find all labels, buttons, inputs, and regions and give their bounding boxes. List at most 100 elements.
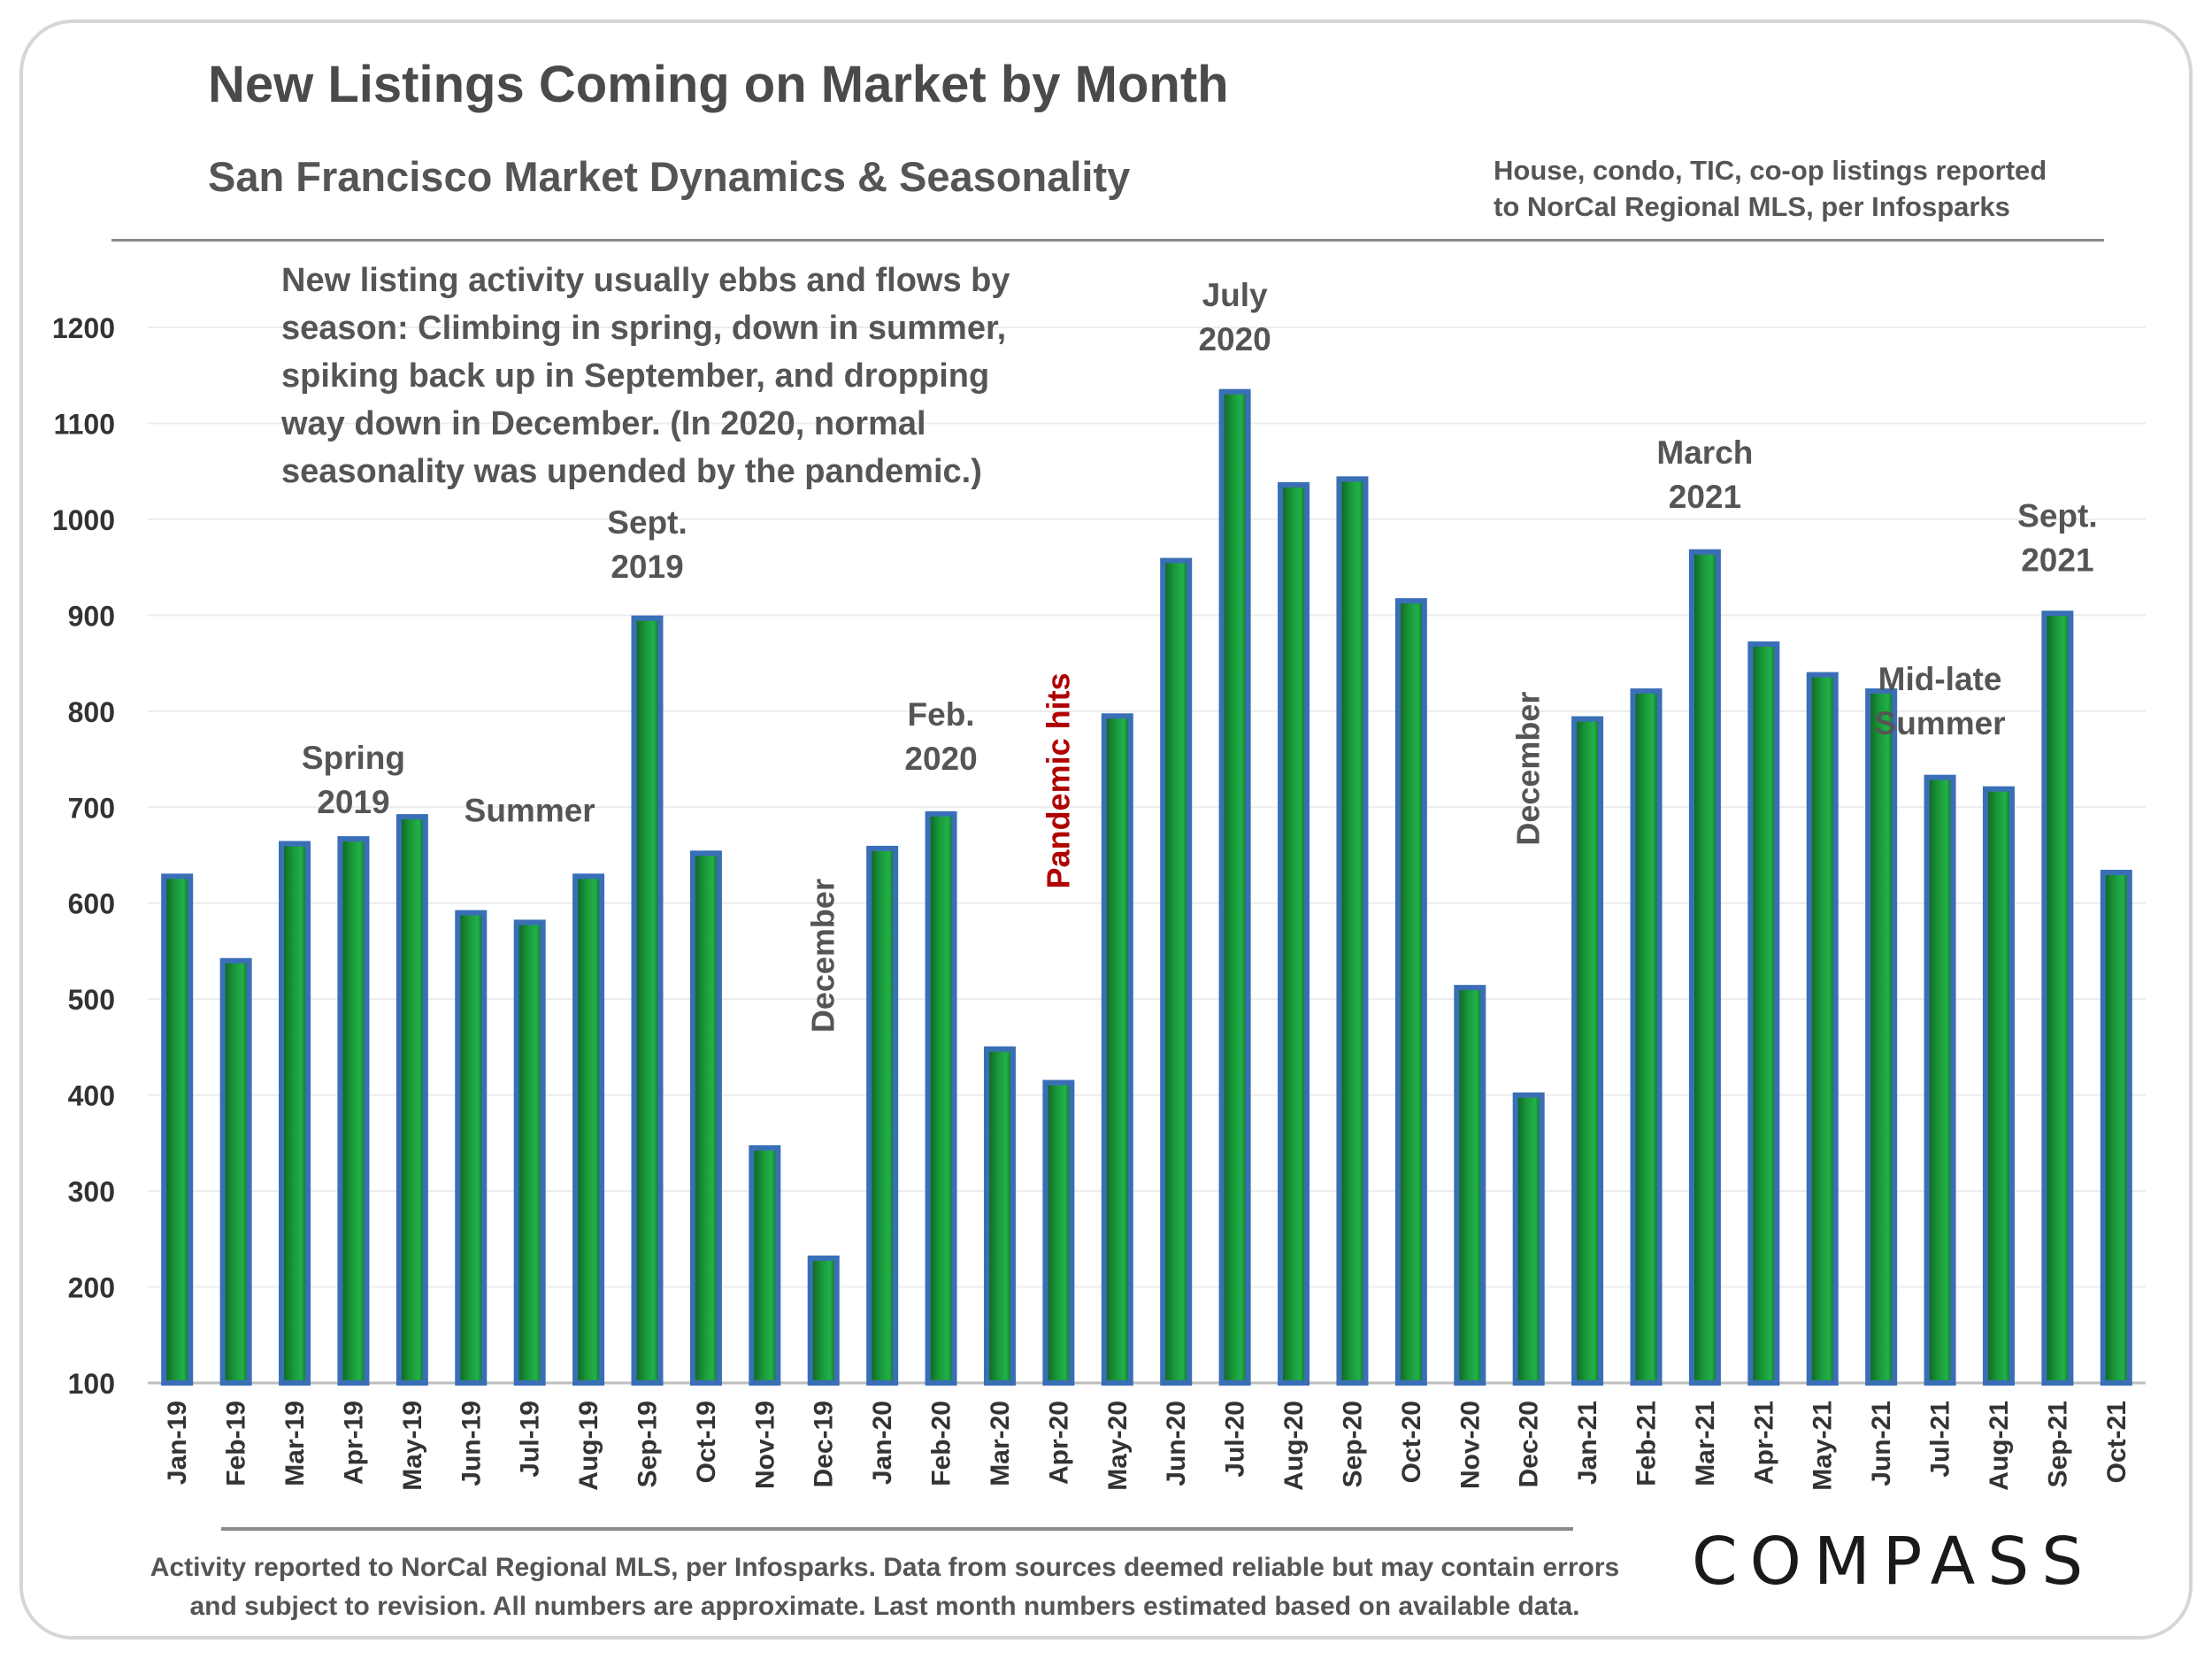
x-tick-label: Apr-20 <box>1044 1401 1073 1485</box>
y-tick-label: 1100 <box>54 408 115 440</box>
x-tick-label: Mar-20 <box>986 1401 1015 1486</box>
bar <box>1924 774 1956 1386</box>
x-tick-label: Oct-20 <box>1397 1401 1426 1483</box>
bar <box>337 836 370 1386</box>
x-tick-label: Sep-20 <box>1338 1401 1367 1487</box>
x-tick-label: Feb-21 <box>1632 1401 1662 1486</box>
annotation-label: Summer <box>1875 705 2006 741</box>
bar <box>396 814 428 1386</box>
x-tick-label: Jun-21 <box>1867 1401 1896 1486</box>
bar <box>1982 786 2015 1386</box>
annotation-label: December <box>805 879 841 1033</box>
bar <box>161 873 194 1386</box>
x-tick-label: Jun-19 <box>457 1401 486 1486</box>
y-tick-label: 800 <box>68 696 115 728</box>
bars <box>161 388 2132 1386</box>
annotation-label: Mid-late <box>1878 661 2002 697</box>
bar <box>1865 688 1898 1386</box>
note-line: spiking back up in September, and droppi… <box>281 357 990 395</box>
annotation-label: Sept. <box>2017 498 2097 534</box>
bar <box>1512 1092 1545 1386</box>
x-tick-label: Sep-21 <box>2043 1401 2072 1487</box>
y-tick-label: 1000 <box>52 504 115 536</box>
y-tick-label: 100 <box>68 1368 115 1400</box>
bar <box>983 1046 1016 1386</box>
y-axis: 100 200 300 400 500 600 700 800 900 1000 1100 1200 <box>52 312 115 1400</box>
seasonality-note: New listing activity usually ebbs and fl… <box>281 257 1048 495</box>
y-tick-label: 500 <box>68 984 115 1016</box>
bar <box>866 845 899 1386</box>
y-tick-label: 300 <box>68 1176 115 1208</box>
x-tick-label: Dec-19 <box>810 1401 839 1487</box>
x-tick-label: Oct-21 <box>2102 1401 2131 1483</box>
bar <box>1806 672 1839 1386</box>
x-tick-label: Jul-20 <box>1221 1401 1250 1478</box>
y-tick-label: 700 <box>68 792 115 824</box>
bar <box>455 910 488 1386</box>
x-tick-label: Mar-21 <box>1691 1401 1720 1486</box>
footer-disclaimer: Activity reported to NorCal Regional MLS… <box>80 1548 1690 1626</box>
header-divider <box>111 239 2104 242</box>
note-line: way down in December. (In 2020, normal <box>281 405 926 442</box>
annotation-label: Sept. <box>607 504 687 541</box>
source-note: House, condo, TIC, co-op listings report… <box>1494 152 2047 225</box>
x-tick-label: Jan-19 <box>163 1401 192 1485</box>
bar <box>925 810 957 1386</box>
annotation-label: Pandemic hits <box>1040 672 1076 888</box>
y-tick-label: 200 <box>68 1272 115 1304</box>
x-tick-label: May-21 <box>1809 1401 1838 1491</box>
annotation-label: 2019 <box>611 549 683 585</box>
bar <box>1218 388 1251 1386</box>
x-tick-label: Aug-20 <box>1279 1401 1309 1491</box>
x-tick-label: Jan-21 <box>1573 1401 1602 1485</box>
bar <box>807 1256 840 1386</box>
x-tick-label: Feb-20 <box>927 1401 956 1486</box>
note-line: New listing activity usually ebbs and fl… <box>281 262 1010 299</box>
annotation-label: Summer <box>465 793 595 829</box>
x-tick-label: Aug-19 <box>574 1401 603 1491</box>
annotation-label: 2020 <box>1198 321 1271 357</box>
bar <box>1747 641 1780 1386</box>
bar <box>1042 1079 1075 1386</box>
source-note-line: to NorCal Regional MLS, per Infosparks <box>1494 191 2010 222</box>
bar <box>689 850 722 1386</box>
bar <box>1160 557 1193 1386</box>
source-note-line: House, condo, TIC, co-op listings report… <box>1494 155 2047 186</box>
compass-logo: COMPASS <box>1692 1524 2096 1600</box>
x-tick-label: Nov-20 <box>1455 1401 1485 1489</box>
footer-line: and subject to revision. All numbers are… <box>189 1592 1580 1621</box>
annotation-label: 2019 <box>317 784 389 820</box>
bar <box>513 919 546 1386</box>
annotation-label: July <box>1202 277 1268 313</box>
x-tick-label: Jan-20 <box>868 1401 897 1485</box>
note-line: season: Climbing in spring, down in summ… <box>281 310 1007 347</box>
annotation-label: Spring <box>302 740 405 776</box>
annotation-label: Feb. <box>908 696 975 733</box>
annotation-label: 2020 <box>904 741 977 777</box>
bar <box>1394 598 1427 1386</box>
chart-subtitle: San Francisco Market Dynamics & Seasonal… <box>208 153 1131 200</box>
bar <box>2041 611 2074 1386</box>
x-tick-label: Aug-21 <box>1985 1401 2014 1491</box>
bar <box>219 957 252 1386</box>
bar <box>1571 716 1604 1386</box>
bar <box>1688 549 1721 1386</box>
note-line: seasonality was upended by the pandemic.… <box>281 453 982 490</box>
bar <box>572 873 605 1386</box>
annotations: Spring 2019 Summer Sept. 2019 December Feb. 202… <box>302 277 2098 1033</box>
x-tick-label: Sep-19 <box>634 1401 663 1487</box>
x-tick-label: Feb-19 <box>222 1401 251 1486</box>
x-tick-label: Apr-21 <box>1749 1401 1778 1485</box>
x-tick-label: Jun-20 <box>1162 1401 1191 1486</box>
annotation-label: December <box>1510 692 1547 846</box>
x-tick-label: Nov-19 <box>750 1401 780 1489</box>
bar <box>749 1145 781 1386</box>
bar <box>1101 713 1133 1386</box>
footer-divider <box>221 1527 1573 1531</box>
annotation-label: 2021 <box>1669 479 1741 515</box>
x-tick-label: Apr-19 <box>339 1401 368 1485</box>
bar <box>631 615 664 1386</box>
bar <box>1278 481 1310 1386</box>
y-tick-label: 1200 <box>52 312 115 344</box>
